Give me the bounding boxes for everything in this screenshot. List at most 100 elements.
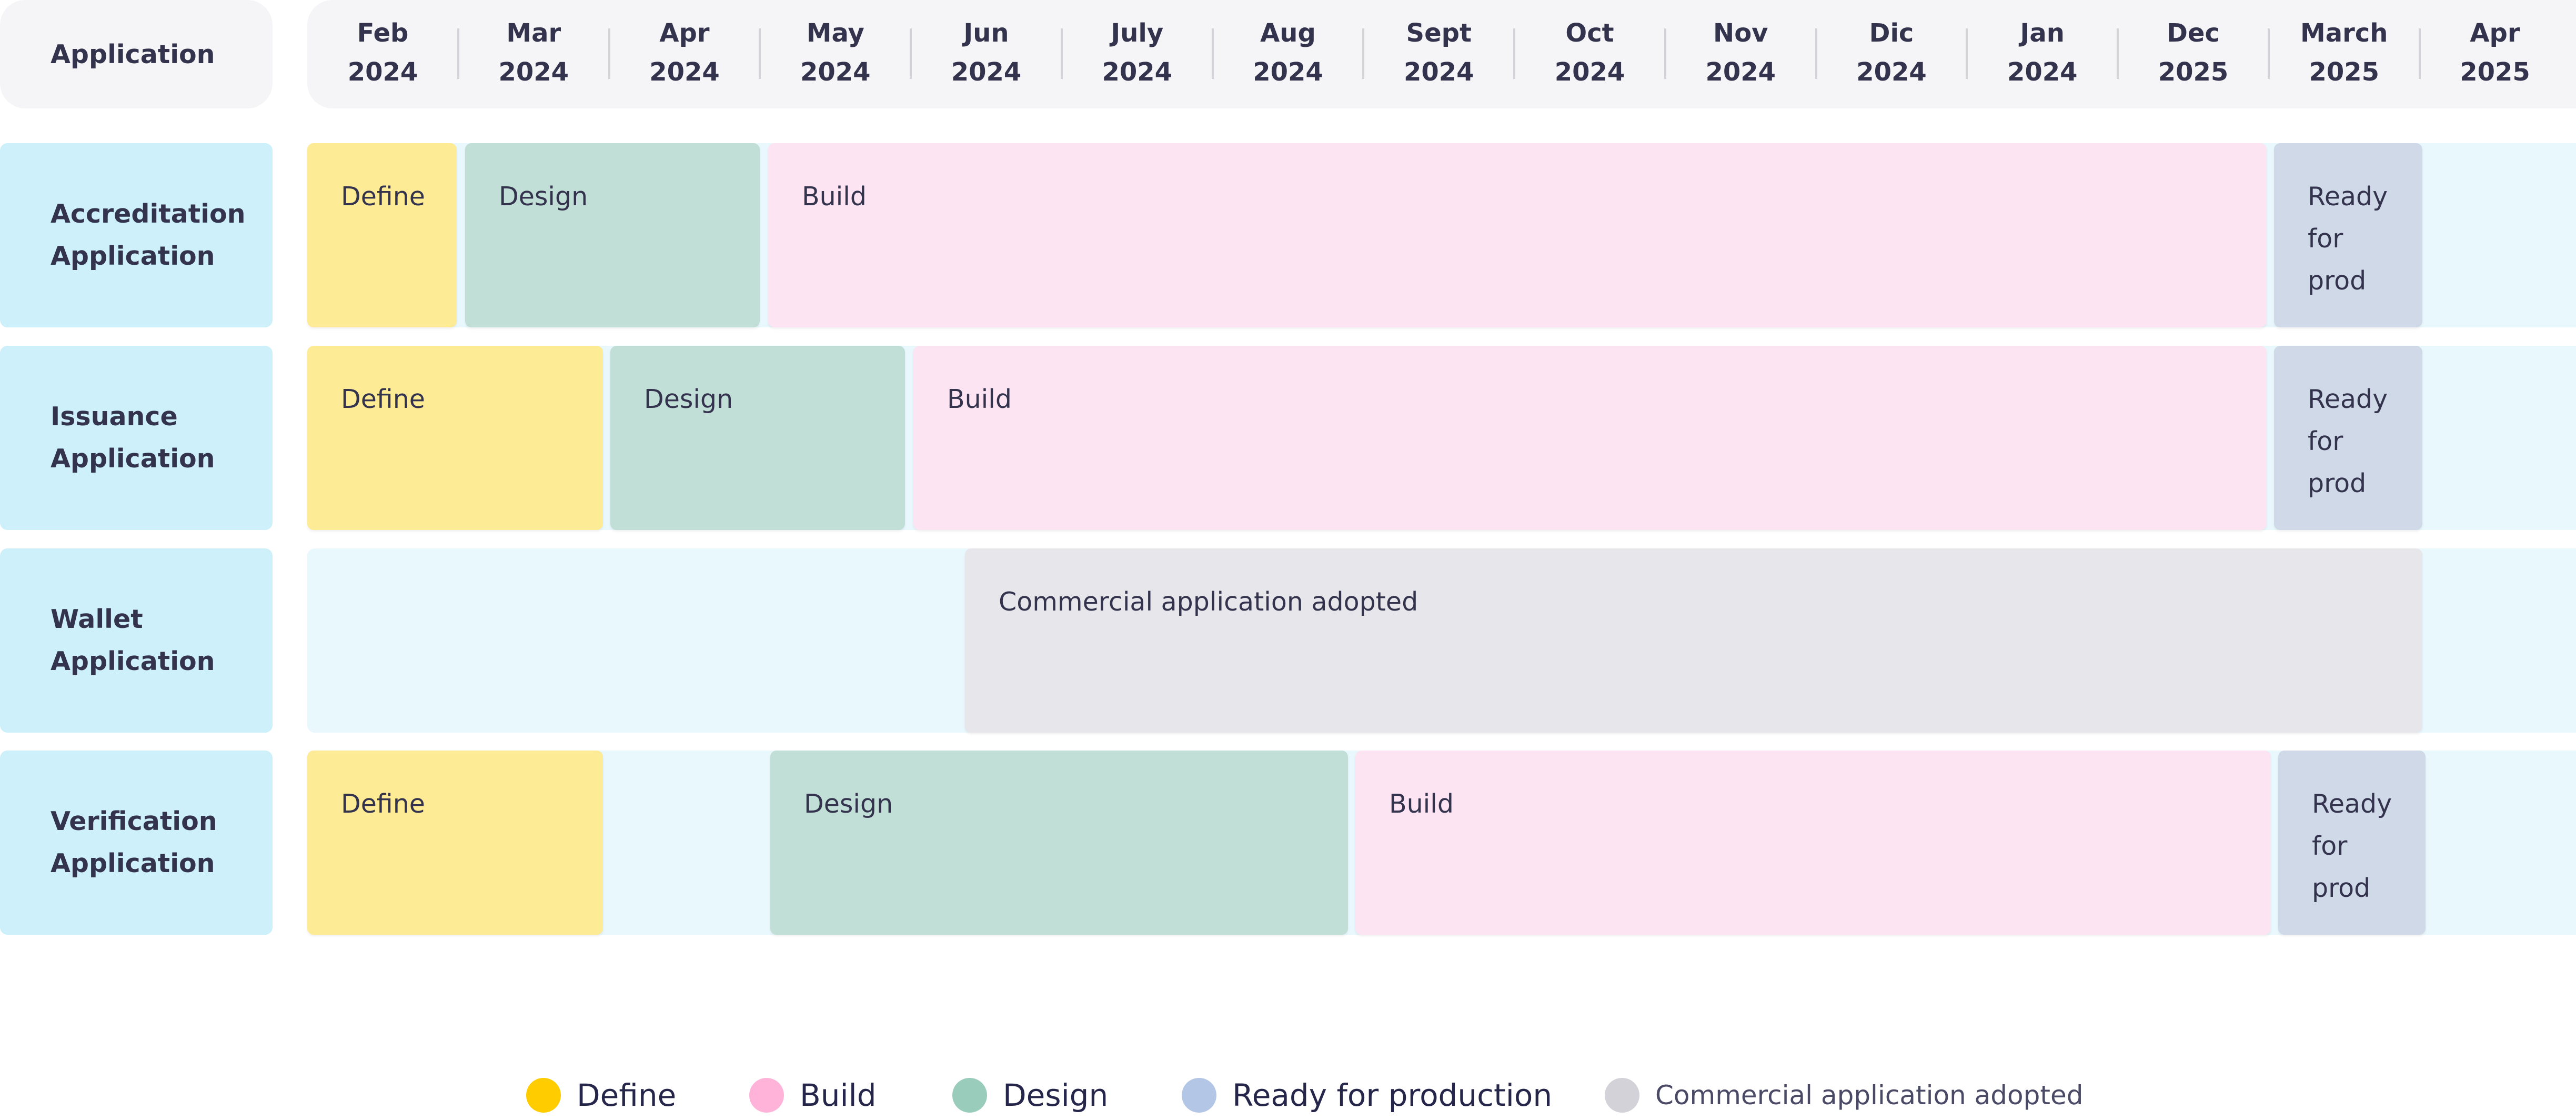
legend-item-define: Define [526,1077,676,1114]
month-divider [1815,28,1817,79]
month-header: Aug 2024 [1213,14,1364,92]
month-year: 2024 [1403,57,1474,87]
phase-build-segment: Build [913,346,2267,530]
application-header-label: Application [51,39,215,69]
month-header: Jun 2024 [911,14,1062,92]
month-header: Sept 2024 [1363,14,1514,92]
month-divider [1513,28,1515,79]
legend-label: Design [1003,1077,1109,1113]
legend-item-design: Design [952,1077,1108,1114]
phase-label: Build [947,384,1012,414]
application-column-header: Application [0,0,273,108]
month-year: 2024 [1856,57,1927,87]
row-label-line: Issuance [51,402,178,432]
month-divider [2418,28,2421,79]
row-label-text: Wallet Application [51,598,215,683]
month-header: Dec 2025 [2118,14,2269,92]
month-header: Apr 2025 [2420,14,2571,92]
row-label-line: Application [51,646,215,676]
month-year: 2024 [2007,57,2078,87]
month-name: Sept [1406,18,1472,48]
phase-label: Define [341,789,425,819]
phase-define-segment: Define [307,346,603,530]
phase-label: Design [499,182,588,212]
phase-label: Define [341,182,425,212]
row-label: Issuance Application [0,346,273,530]
month-name: Dic [1869,18,1914,48]
month-divider [608,28,610,79]
phase-ready-segment: Ready for prod [2274,143,2422,327]
month-name: March [2300,18,2388,48]
phase-label: Define [341,384,425,414]
month-year: 2024 [1554,57,1625,87]
month-divider [1211,28,1214,79]
month-header: Apr 2024 [609,14,760,92]
phase-commercial-segment: Commercial application adopted [965,548,2422,733]
month-divider [1060,28,1063,79]
month-divider [910,28,912,79]
phase-build-segment: Build [1355,751,2271,935]
month-year: 2024 [1705,57,1776,87]
month-header: Mar 2024 [458,14,609,92]
phase-label: Design [644,384,733,414]
row-label-line: Application [51,241,215,271]
month-year: 2025 [2309,57,2380,87]
legend: Define Build Design Ready for production Com… [0,1077,2576,1114]
timeline-header: Feb 2024 Mar 2024 Apr 2024 May 2024 Jun 2024 July 2… [307,0,2576,108]
row-label-text: Issuance Application [51,396,215,480]
month-divider [2117,28,2119,79]
month-name: Aug [1260,18,1316,48]
phase-ready-segment: Ready for prod [2274,346,2422,530]
month-name: Feb [357,18,409,48]
legend-label: Build [800,1077,877,1113]
month-header: March 2025 [2269,14,2420,92]
phase-label: Commercial application adopted [999,587,1418,617]
legend-label: Ready for production [1232,1077,1553,1113]
month-divider [759,28,761,79]
month-name: Dec [2167,18,2220,48]
month-name: Apr [2470,18,2520,48]
month-divider [1664,28,1666,79]
month-header: Oct 2024 [1514,14,1665,92]
month-year: 2025 [2460,57,2530,87]
month-year: 2024 [951,57,1022,87]
month-name: July [1111,18,1164,48]
phase-ready-segment: Ready for prod [2278,751,2426,935]
month-header: Jan 2024 [1967,14,2118,92]
phase-label: Build [1389,789,1454,819]
legend-swatch [952,1078,987,1113]
row-label-text: Accreditation Application [51,193,246,277]
phase-label: Ready for prod [2308,182,2388,296]
month-header: May 2024 [760,14,911,92]
row-label-line: Accreditation [51,199,246,229]
legend-item-build: Build [749,1077,877,1114]
month-year: 2024 [1102,57,1173,87]
legend-label: Commercial application adopted [1655,1080,2084,1111]
month-header: Dic 2024 [1816,14,1967,92]
legend-item-commercial: Commercial application adopted [1605,1077,2083,1114]
month-divider [1362,28,1365,79]
row-label: Accreditation Application [0,143,273,327]
month-name: Oct [1565,18,1614,48]
month-name: Apr [659,18,710,48]
month-year: 2024 [347,57,418,87]
month-header: July 2024 [1062,14,1213,92]
legend-item-ready: Ready for production [1182,1077,1552,1114]
month-name: Jan [2020,18,2065,48]
month-divider [457,28,459,79]
month-name: Mar [506,18,561,48]
month-name: Jun [963,18,1009,48]
row-label-line: Wallet [51,604,143,634]
row-label-line: Verification [51,806,217,836]
month-year: 2024 [800,57,871,87]
row-label-line: Application [51,444,215,474]
phase-label: Build [802,182,867,212]
phase-label: Design [804,789,893,819]
legend-swatch [749,1078,784,1113]
phase-design-segment: Design [770,751,1348,935]
month-header: Nov 2024 [1665,14,1816,92]
legend-label: Define [577,1077,677,1113]
month-divider [2267,28,2270,79]
legend-swatch [526,1078,561,1113]
month-name: Nov [1713,18,1768,48]
